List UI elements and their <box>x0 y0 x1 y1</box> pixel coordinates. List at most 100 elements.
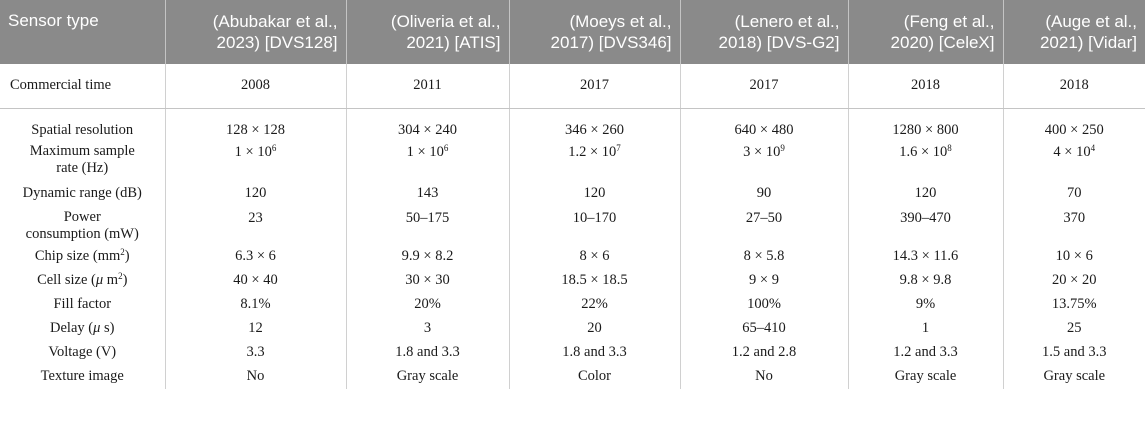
header-ref-line2: 2017) [DVS346] <box>550 33 672 52</box>
table-cell: 20 <box>509 316 681 340</box>
header-ref-line1: (Abubakar et al., <box>212 12 338 31</box>
table-cell: 1.2 and 2.8 <box>680 340 849 364</box>
table-cell: 8.1% <box>165 292 347 316</box>
table-cell: 304 × 240 <box>346 118 510 142</box>
header-ref-line1: (Auge et al., <box>1045 12 1137 31</box>
value-exponent: 9 <box>780 143 785 153</box>
row-label: Fill factor <box>0 292 166 316</box>
table-cell: 370 <box>1063 210 1086 226</box>
row-label: Spatial resolution <box>0 118 166 142</box>
table-cell: 18.5 × 18.5 <box>509 268 681 292</box>
header-ref-dvs346: (Moeys et al., 2017) [DVS346] <box>509 0 681 64</box>
header-ref-line1: (Lenero et al., <box>734 12 840 31</box>
table-cell: 9% <box>848 292 1004 316</box>
header-ref-celex: (Feng et al., 2020) [CeleX] <box>848 0 1004 64</box>
value-exponent: 6 <box>271 143 277 153</box>
table-cell: 23 <box>165 208 347 244</box>
table-cell: 13.75% <box>1051 295 1097 312</box>
header-ref-vidar: (Auge et al., 2021) [Vidar] <box>1003 0 1145 64</box>
value-exponent: 7 <box>616 143 621 153</box>
header-ref-line1: (Oliveria et al., <box>390 12 501 31</box>
value-base: 1.6 × 10 <box>899 144 948 160</box>
table-cell: 1 × 106 <box>346 142 510 178</box>
label-text: ) <box>122 271 128 288</box>
table-cell: 9.9 × 8.2 <box>346 244 510 268</box>
table-cell: 14.3 × 11.6 <box>848 244 1004 268</box>
table-cell: 40 × 40 <box>165 268 347 292</box>
row-label: Cell size (μ m2) <box>0 268 166 292</box>
value-base: 4 × 10 <box>1053 144 1091 160</box>
table-cell: Color <box>509 364 681 389</box>
table-cell: 22% <box>509 292 681 316</box>
table-cell: 1.2 × 107 <box>509 142 681 178</box>
table-cell: 20% <box>346 292 510 316</box>
table-header: Sensor type (Abubakar et al., 2023) [DVS1… <box>0 0 1145 64</box>
header-ref-atis: (Oliveria et al., 2021) [ATIS] <box>346 0 510 64</box>
table-cell: Gray scale <box>848 364 1004 389</box>
label-text: s) <box>100 319 115 336</box>
table-cell: 2018 <box>1003 64 1145 109</box>
label-exponent: 2 <box>120 246 125 257</box>
table-cell: No <box>680 364 849 389</box>
table-cell: 120 <box>165 178 347 208</box>
value-exponent: 8 <box>947 143 952 153</box>
table-cell: 2008 <box>165 64 347 109</box>
table-cell: 2011 <box>346 64 510 109</box>
row-dynamic-range: Dynamic range (dB) 120 143 120 90 120 70 <box>0 178 1145 208</box>
row-cell-size: Cell size (μ m2) 40 × 40 30 × 30 18.5 × … <box>0 268 1145 292</box>
table-cell: 8 × 6 <box>509 244 681 268</box>
table-cell: 70 <box>1067 184 1082 201</box>
row-texture-image: Texture image No Gray scale Color No Gra… <box>0 364 1145 389</box>
table-cell: 3 <box>346 316 510 340</box>
table-cell: 65–410 <box>680 316 849 340</box>
table-cell: 10 × 6 <box>1055 247 1093 264</box>
table-cell: 50–175 <box>346 208 510 244</box>
row-label: Maximum sample rate (Hz) <box>0 142 166 178</box>
value-base: 1.2 × 10 <box>568 144 617 160</box>
table-cell: 390–470 <box>848 208 1004 244</box>
row-max-sample-rate: Maximum sample rate (Hz) 1 × 106 1 × 106 … <box>0 142 1145 178</box>
table-cell: 9.8 × 9.8 <box>848 268 1004 292</box>
header-ref-line2: 2021) [Vidar] <box>1039 33 1137 52</box>
table-cell: 100% <box>680 292 849 316</box>
value-base: 3 × 10 <box>743 144 781 160</box>
row-delay: Delay (μ s) 12 3 20 65–410 1 25 <box>0 316 1145 340</box>
table-body: Commercial time 2008 2011 2017 2017 2018… <box>0 64 1145 389</box>
header-row: Sensor type (Abubakar et al., 2023) [DVS1… <box>0 0 1145 64</box>
row-label-line1: Maximum sample <box>29 143 135 159</box>
table-cell: 2017 <box>680 64 849 109</box>
row-spatial-resolution: Spatial resolution 128 × 128 304 × 240 3… <box>0 118 1145 142</box>
table-cell: 128 × 128 <box>165 118 347 142</box>
table-cell: 30 × 30 <box>346 268 510 292</box>
sensor-comparison-table: Sensor type (Abubakar et al., 2023) [DVS1… <box>0 0 1145 389</box>
header-ref-line1: (Moeys et al., <box>569 12 672 31</box>
table-cell: 1.6 × 108 <box>848 142 1004 178</box>
table-cell: 20 × 20 <box>1052 271 1097 288</box>
value-base: 1 × 10 <box>234 144 272 160</box>
label-text: ) <box>124 247 130 264</box>
label-text: Chip size (mm <box>34 247 121 264</box>
table-cell: 400 × 250 <box>1044 121 1104 138</box>
row-fill-factor: Fill factor 8.1% 20% 22% 100% 9% 13.75% <box>0 292 1145 316</box>
row-chip-size: Chip size (mm2) 6.3 × 6 9.9 × 8.2 8 × 6 … <box>0 244 1145 268</box>
table-cell: 90 <box>680 178 849 208</box>
table-cell: 1280 × 800 <box>848 118 1004 142</box>
table-cell: 3.3 <box>165 340 347 364</box>
row-commercial-time: Commercial time 2008 2011 2017 2017 2018… <box>0 64 1145 109</box>
table-cell: 10–170 <box>509 208 681 244</box>
table-cell: 2018 <box>848 64 1004 109</box>
table-cell: 8 × 5.8 <box>680 244 849 268</box>
table-cell: 640 × 480 <box>680 118 849 142</box>
header-ref-dvs128: (Abubakar et al., 2023) [DVS128] <box>165 0 347 64</box>
row-label: Texture image <box>0 364 166 389</box>
header-ref-line2: 2020) [CeleX] <box>890 33 995 52</box>
label-text: Delay ( <box>50 319 94 336</box>
table-cell: Gray scale <box>1043 368 1106 384</box>
table-cell: 25 <box>1067 319 1082 336</box>
table-cell: 4 × 104 <box>1003 142 1145 178</box>
table-cell: 1.8 and 3.3 <box>346 340 510 364</box>
label-text: m <box>103 271 119 288</box>
label-text: Cell size ( <box>37 271 96 288</box>
row-label: Commercial time <box>0 64 166 109</box>
table-cell: 6.3 × 6 <box>165 244 347 268</box>
